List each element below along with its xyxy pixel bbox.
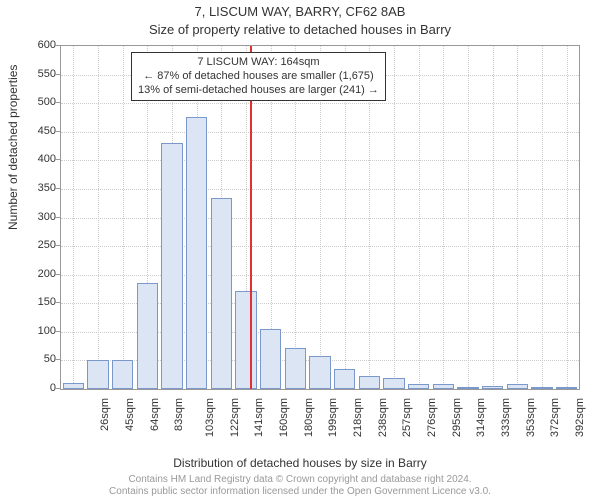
y-tick-label: 400	[16, 153, 56, 165]
histogram-bar	[260, 329, 281, 389]
histogram-bar	[457, 387, 478, 389]
y-tick-label: 350	[16, 182, 56, 194]
gridline-v	[468, 46, 469, 389]
y-tick-label: 50	[16, 353, 56, 365]
histogram-bar	[285, 348, 306, 389]
annotation-line2: ← 87% of detached houses are smaller (1,…	[138, 70, 379, 84]
histogram-bar	[556, 387, 577, 389]
footer-text: Contains HM Land Registry data © Crown c…	[0, 474, 600, 498]
x-tick-label: 103sqm	[204, 398, 216, 437]
histogram-bar	[507, 384, 528, 389]
x-tick-label: 64sqm	[149, 398, 161, 431]
annotation-box: 7 LISCUM WAY: 164sqm ← 87% of detached h…	[131, 52, 386, 101]
x-tick-label: 333sqm	[500, 398, 512, 437]
histogram-bar	[408, 384, 429, 389]
y-tick-label: 200	[16, 268, 56, 280]
x-tick-label: 199sqm	[327, 398, 339, 437]
footer-line2: Contains public sector information licen…	[0, 486, 600, 498]
y-tick-label: 450	[16, 125, 56, 137]
x-tick-label: 314sqm	[475, 398, 487, 437]
y-tick-label: 250	[16, 239, 56, 251]
histogram-bar	[309, 356, 330, 389]
annotation-line1: 7 LISCUM WAY: 164sqm	[138, 56, 379, 70]
x-tick-label: 353sqm	[525, 398, 537, 437]
histogram-bar	[383, 378, 404, 389]
histogram-bar	[482, 386, 503, 389]
histogram-bar	[235, 291, 256, 389]
histogram-bar	[211, 198, 232, 390]
y-tick-label: 0	[16, 382, 56, 394]
x-tick-label: 26sqm	[99, 398, 111, 431]
annotation-line3: 13% of semi-detached houses are larger (…	[138, 84, 379, 98]
gridline-v	[542, 46, 543, 389]
x-tick-label: 276sqm	[426, 398, 438, 437]
histogram-bar	[359, 376, 380, 389]
x-tick-label: 218sqm	[352, 398, 364, 437]
histogram-bar	[433, 384, 454, 389]
gridline-v	[73, 46, 74, 389]
y-tick-label: 100	[16, 325, 56, 337]
plot-area: 7 LISCUM WAY: 164sqm ← 87% of detached h…	[60, 45, 580, 390]
x-tick-label: 160sqm	[278, 398, 290, 437]
histogram-bar	[334, 369, 355, 389]
gridline-v	[419, 46, 420, 389]
x-tick-label: 180sqm	[303, 398, 315, 437]
gridline-v	[443, 46, 444, 389]
x-tick-label: 372sqm	[549, 398, 561, 437]
x-tick-label: 122sqm	[229, 398, 241, 437]
histogram-bar	[112, 360, 133, 389]
y-tick-label: 150	[16, 296, 56, 308]
x-tick-label: 392sqm	[574, 398, 586, 437]
histogram-bar	[137, 283, 158, 389]
chart-title-sub: Size of property relative to detached ho…	[0, 22, 600, 37]
x-tick-label: 83sqm	[173, 398, 185, 431]
chart-wrap: 7, LISCUM WAY, BARRY, CF62 8AB Size of p…	[0, 0, 600, 500]
x-tick-label: 141sqm	[253, 398, 265, 437]
histogram-bar	[186, 117, 207, 389]
footer-line1: Contains HM Land Registry data © Crown c…	[0, 474, 600, 486]
gridline-v	[493, 46, 494, 389]
y-axis-label: Number of detached properties	[6, 65, 20, 230]
x-axis-label: Distribution of detached houses by size …	[0, 456, 600, 470]
histogram-bar	[87, 360, 108, 389]
x-tick-label: 238sqm	[377, 398, 389, 437]
gridline-v	[394, 46, 395, 389]
gridline-v	[567, 46, 568, 389]
y-tick-label: 550	[16, 68, 56, 80]
histogram-bar	[161, 143, 182, 389]
chart-title-main: 7, LISCUM WAY, BARRY, CF62 8AB	[0, 4, 600, 19]
x-tick-label: 295sqm	[451, 398, 463, 437]
y-tick-label: 600	[16, 39, 56, 51]
gridline-v	[517, 46, 518, 389]
y-tick-label: 500	[16, 96, 56, 108]
y-tick-label: 300	[16, 211, 56, 223]
gridline-v	[123, 46, 124, 389]
gridline-v	[98, 46, 99, 389]
histogram-bar	[63, 383, 84, 389]
x-tick-label: 45sqm	[124, 398, 136, 431]
x-tick-label: 257sqm	[401, 398, 413, 437]
histogram-bar	[531, 387, 552, 389]
